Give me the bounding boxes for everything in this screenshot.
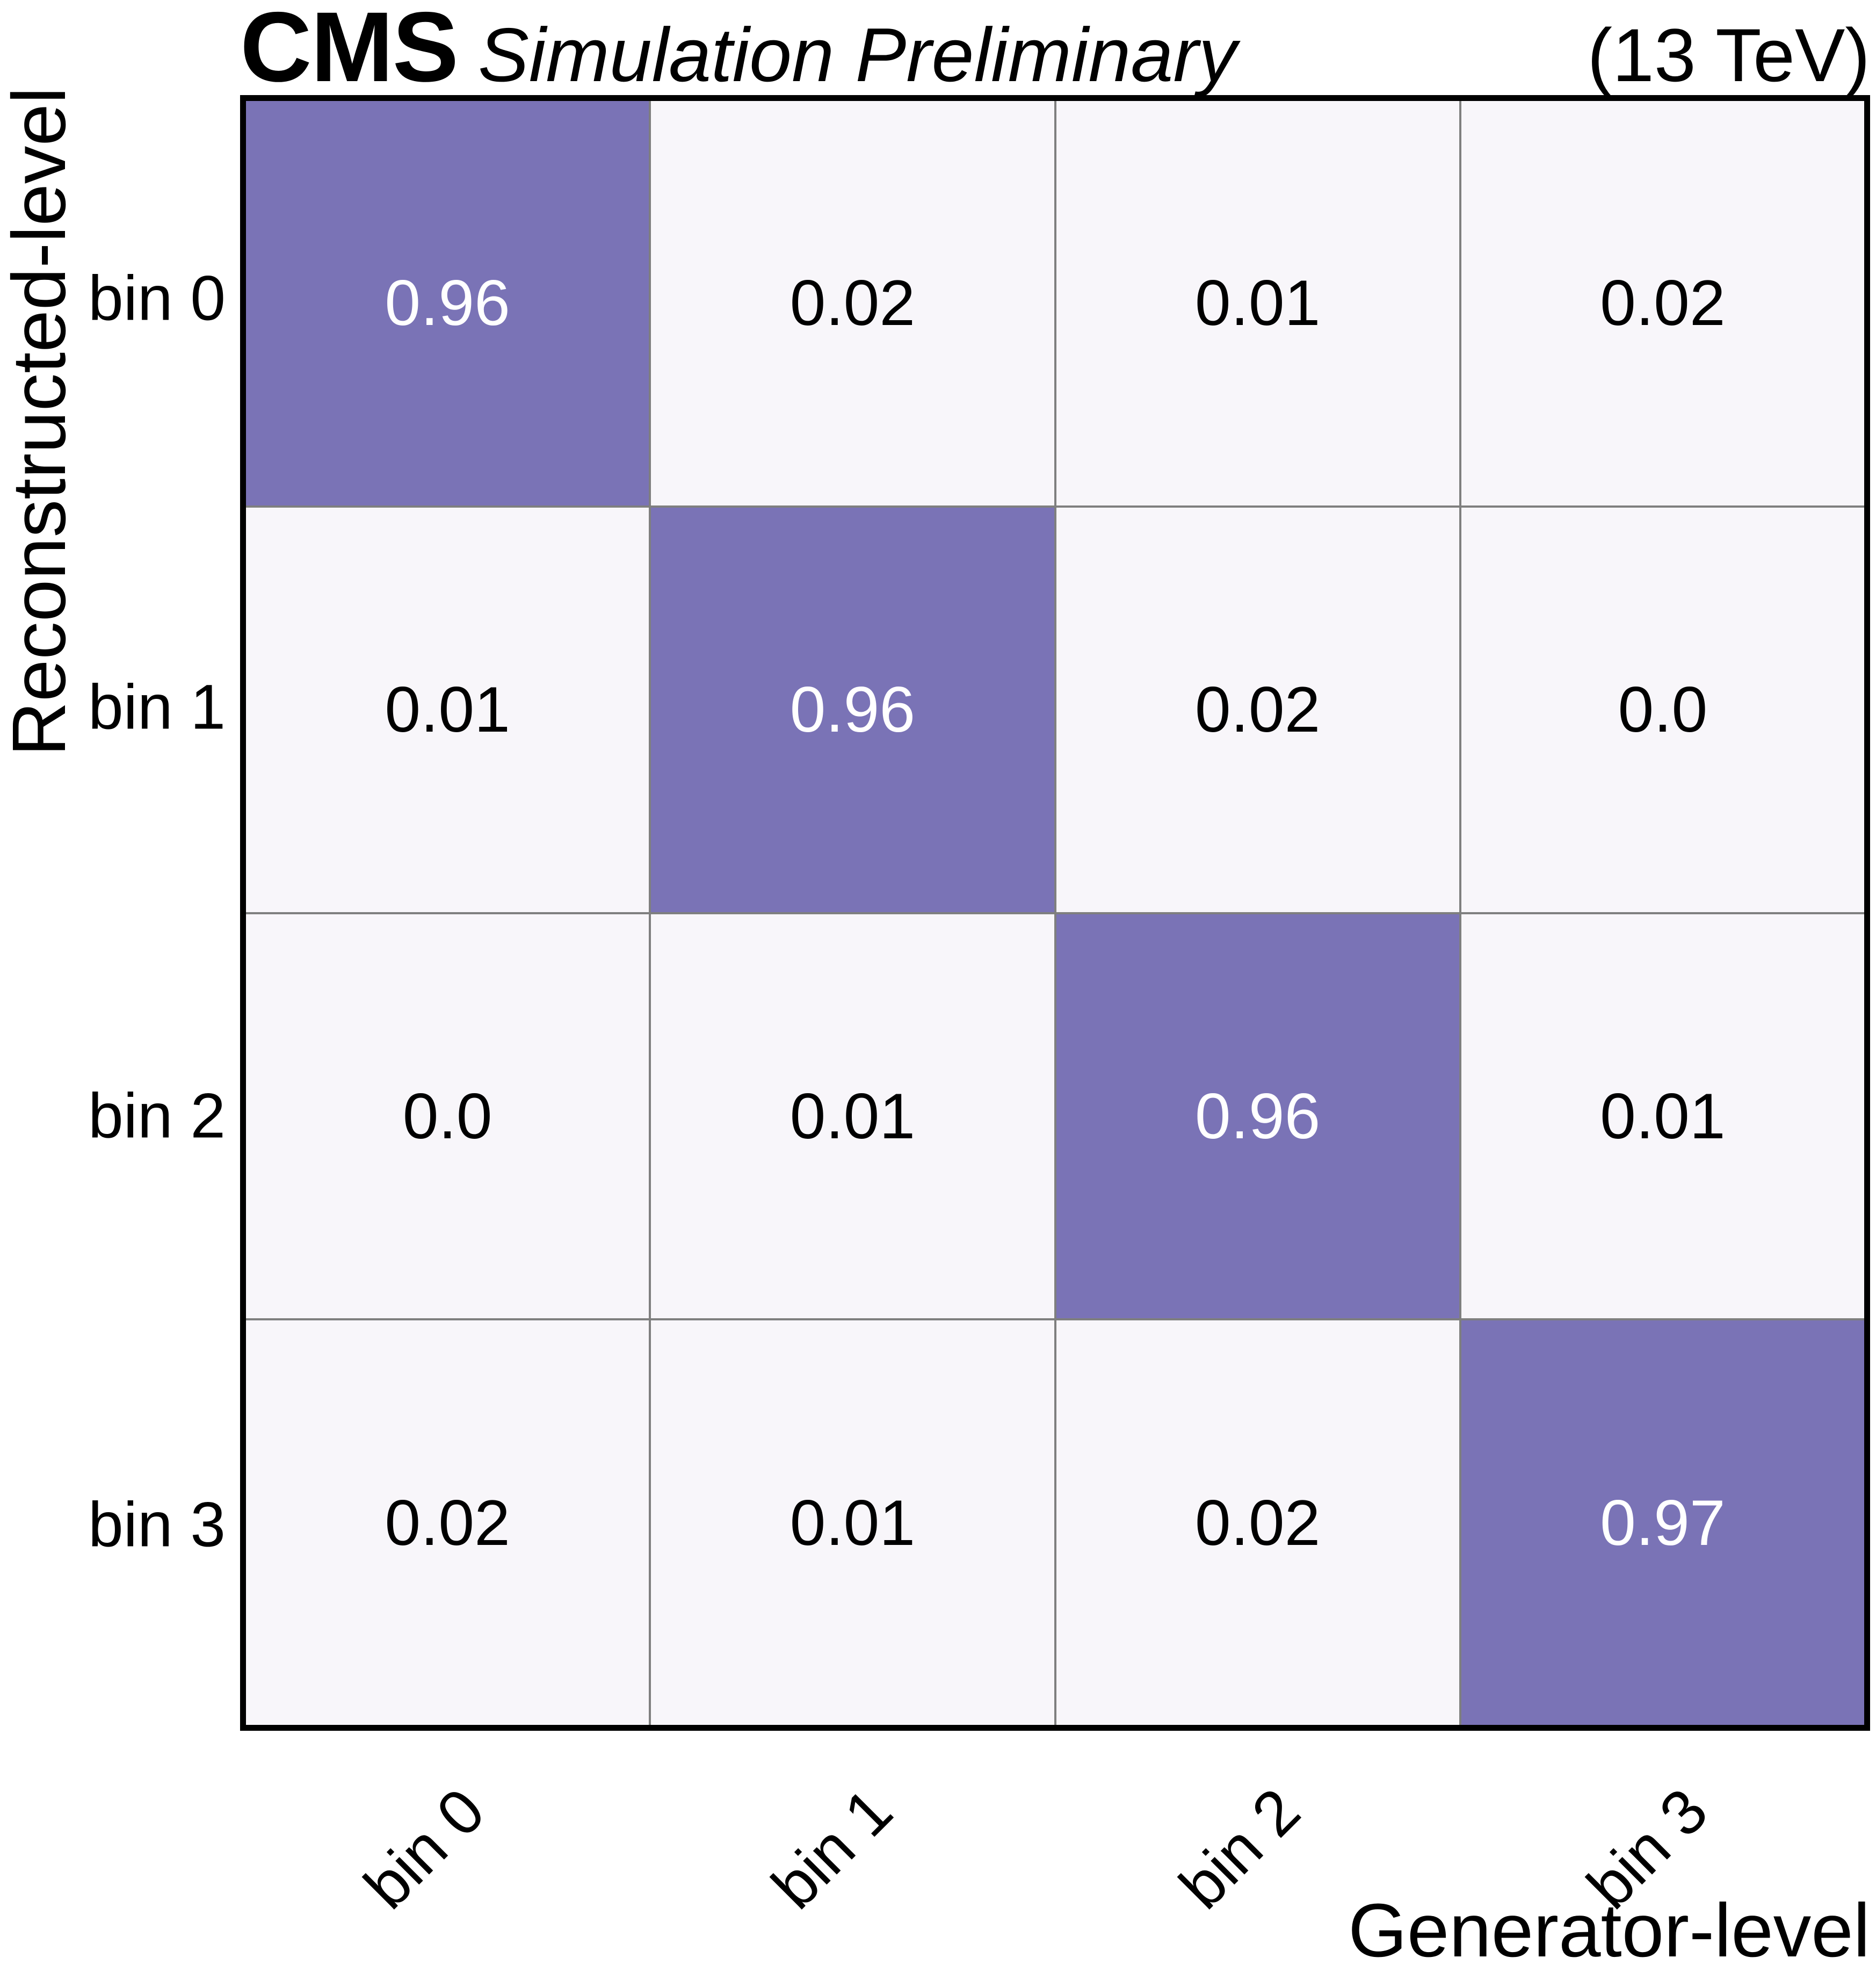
matrix-cell-r3c3: 0.97 [1461, 1320, 1864, 1725]
matrix-cell-r3c0: 0.02 [246, 1320, 649, 1725]
y-tick-label-0: bin 0 [88, 262, 226, 334]
y-tick-label-2: bin 2 [88, 1080, 226, 1152]
matrix-cell-r0c0: 0.96 [246, 101, 649, 505]
matrix-cell-r3c2: 0.02 [1056, 1320, 1459, 1725]
x-tick-label-0: bin 0 [351, 1775, 499, 1923]
matrix-cell-r2c0: 0.0 [246, 914, 649, 1319]
matrix-cell-r1c1: 0.96 [651, 507, 1054, 912]
matrix-cell-r1c3: 0.0 [1461, 507, 1864, 912]
x-tick-label-1: bin 1 [758, 1775, 906, 1923]
experiment-label: CMS [240, 0, 459, 103]
x-tick-label-2: bin 2 [1166, 1775, 1314, 1923]
confusion-matrix-grid: 0.96 0.02 0.01 0.02 0.01 0.96 0.02 0.0 0.0 0.01 0.… [246, 101, 1864, 1725]
matrix-cell-r0c1: 0.02 [651, 101, 1054, 505]
matrix-cell-r2c2: 0.96 [1056, 914, 1459, 1319]
y-tick-label-3: bin 3 [88, 1489, 226, 1561]
y-tick-label-1: bin 1 [88, 671, 226, 743]
matrix-cell-r1c0: 0.01 [246, 507, 649, 912]
matrix-cell-r3c1: 0.01 [651, 1320, 1054, 1725]
matrix-cell-r1c2: 0.02 [1056, 507, 1459, 912]
matrix-cell-r0c2: 0.01 [1056, 101, 1459, 505]
plot-header: CMS Simulation Preliminary (13 TeV) [240, 0, 1870, 103]
x-axis-title: Generator-level [1348, 1888, 1870, 1965]
matrix-frame: 0.96 0.02 0.01 0.02 0.01 0.96 0.02 0.0 0.0 0.01 0.… [240, 95, 1870, 1731]
simulation-status-label: Simulation Preliminary [478, 12, 1237, 98]
y-tick-labels: bin 0 bin 1 bin 2 bin 3 [0, 95, 226, 1731]
matrix-cell-r0c3: 0.02 [1461, 101, 1864, 505]
matrix-cell-r2c1: 0.01 [651, 914, 1054, 1319]
matrix-cell-r2c3: 0.01 [1461, 914, 1864, 1319]
energy-label: (13 TeV) [1587, 13, 1870, 97]
